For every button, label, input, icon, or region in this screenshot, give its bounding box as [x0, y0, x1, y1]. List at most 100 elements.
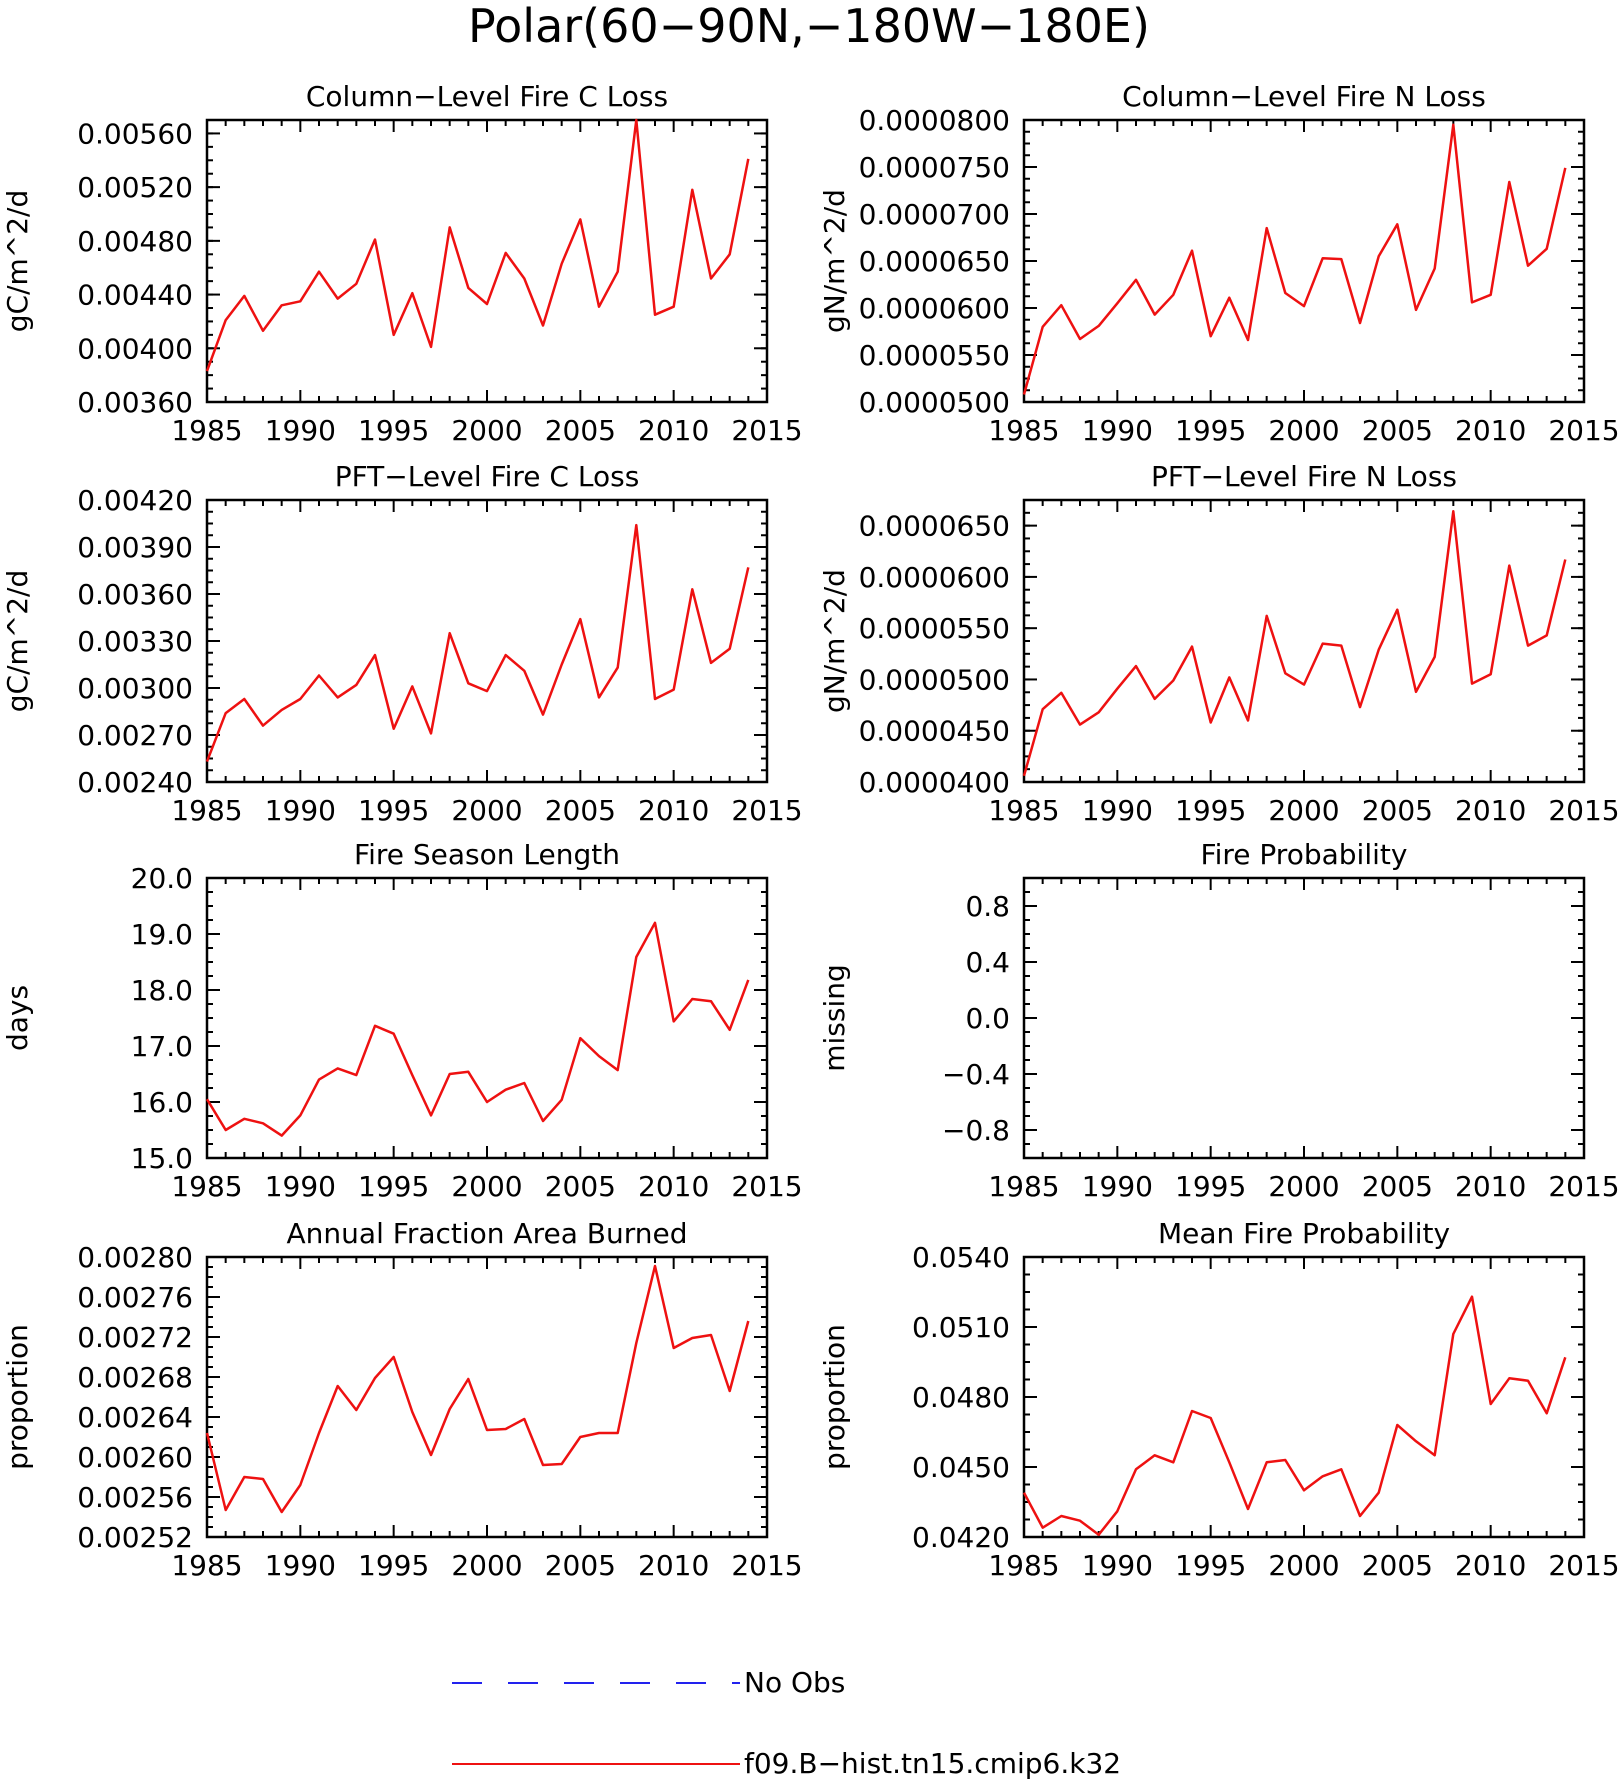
x-tick-label: 2000: [451, 1549, 522, 1582]
y-tick-label: 0.00268: [77, 1361, 193, 1394]
y-tick-label: 0.00272: [77, 1321, 193, 1354]
x-tick-label: 1985: [171, 1170, 242, 1203]
x-tick-label: 1985: [988, 414, 1059, 447]
y-tick-label: 0.00280: [77, 1241, 193, 1274]
plot-frame: [205, 1255, 769, 1539]
panel-title: Column−Level Fire C Loss: [306, 80, 668, 113]
x-tick-label: 2000: [451, 1170, 522, 1203]
panel-pft-level-fire-n-loss: PFT−Level Fire N Loss gN/m^2/d 1985 1990 199…: [818, 460, 1618, 827]
y-tick-label: 0.00420: [77, 484, 193, 517]
y-tick-label: 0.00560: [77, 117, 193, 150]
x-tick-label: 2015: [1548, 414, 1618, 447]
y-tick-label: 0.4: [965, 946, 1010, 979]
x-tick-label: 2005: [545, 1549, 616, 1582]
x-tick-label: 2005: [1362, 1549, 1433, 1582]
y-tick-label: 0.00480: [77, 225, 193, 258]
y-tick-label: 0.00400: [77, 332, 193, 365]
panel-title: Column−Level Fire N Loss: [1122, 80, 1486, 113]
x-tick-label: 2005: [1362, 1170, 1433, 1203]
x-tick-label: 2005: [545, 794, 616, 827]
x-tick-label: 1985: [988, 794, 1059, 827]
y-tick-label: 18.0: [131, 974, 193, 1007]
plot-frame: [1022, 498, 1586, 784]
y-tick-label: 0.0000700: [859, 198, 1010, 231]
y-tick-label: 0.0: [965, 1002, 1010, 1035]
series-line: [205, 118, 750, 372]
y-tick-label: 0.0000600: [859, 292, 1010, 325]
y-tick-label: 0.0480: [912, 1381, 1010, 1414]
series-line: [205, 1264, 750, 1514]
x-tick-label: 1995: [358, 1170, 429, 1203]
panel-column-level-fire-n-loss: Column−Level Fire N Loss gN/m^2/d 1985 1990…: [818, 80, 1618, 447]
x-tick-label: 1990: [1082, 1549, 1153, 1582]
x-tick-label: 2010: [1455, 794, 1526, 827]
x-tick-label: 2015: [1548, 794, 1618, 827]
x-tick-label: 1985: [171, 1549, 242, 1582]
x-tick-label: 1995: [358, 794, 429, 827]
x-tick-label: 2005: [1362, 414, 1433, 447]
x-tick-label: 1990: [265, 1170, 336, 1203]
x-tick-label: 2015: [731, 1549, 802, 1582]
panel-mean-fire-probability: Mean Fire Probability proportion 1985 1990 1…: [818, 1217, 1618, 1582]
x-tick-label: 2005: [545, 414, 616, 447]
y-axis-label: days: [1, 985, 34, 1051]
legend-model-label: f09.B−hist.tn15.cmip6.k32: [744, 1747, 1121, 1780]
y-tick-label: 19.0: [131, 918, 193, 951]
y-tick-label: −0.4: [942, 1058, 1010, 1091]
y-tick-label: 0.00390: [77, 531, 193, 564]
x-tick-label: 1985: [171, 414, 242, 447]
y-tick-label: 0.00276: [77, 1281, 193, 1314]
x-tick-label: 1990: [265, 414, 336, 447]
x-tick-label: 2000: [1268, 1170, 1339, 1203]
panel-title: Mean Fire Probability: [1158, 1217, 1450, 1250]
y-tick-label: 0.00252: [77, 1521, 193, 1554]
panel-title: Fire Probability: [1201, 838, 1408, 871]
y-tick-label: 0.0510: [912, 1311, 1010, 1344]
y-tick-label: 0.00360: [77, 386, 193, 419]
y-tick-label: 20.0: [131, 862, 193, 895]
x-tick-label: 1990: [265, 794, 336, 827]
legend-no-obs-label: No Obs: [744, 1666, 845, 1699]
y-axis-label: missing: [818, 964, 851, 1072]
plot-frame: [1022, 876, 1586, 1160]
panel-title: PFT−Level Fire N Loss: [1151, 460, 1457, 493]
panel-annual-fraction-area-burned: Annual Fraction Area Burned proportion 198…: [1, 1217, 803, 1582]
series-line: [205, 523, 750, 763]
panel-title: Fire Season Length: [354, 838, 620, 871]
figure-title: Polar(60−90N,−180W−180E): [468, 0, 1150, 53]
panel-title: Annual Fraction Area Burned: [287, 1217, 688, 1250]
y-tick-label: 0.0000550: [859, 612, 1010, 645]
x-tick-label: 2000: [451, 414, 522, 447]
x-tick-label: 1990: [1082, 794, 1153, 827]
x-tick-label: 2010: [638, 794, 709, 827]
y-tick-label: 0.00520: [77, 171, 193, 204]
x-tick-label: 2010: [1455, 1170, 1526, 1203]
y-axis-label: gC/m^2/d: [1, 570, 34, 713]
y-tick-label: 0.00270: [77, 719, 193, 752]
y-tick-label: −0.8: [942, 1114, 1010, 1147]
y-tick-label: 0.0000650: [859, 245, 1010, 278]
x-tick-label: 2010: [1455, 414, 1526, 447]
y-axis-label: gC/m^2/d: [1, 190, 34, 333]
x-tick-label: 1995: [1175, 794, 1246, 827]
x-tick-label: 2000: [1268, 794, 1339, 827]
y-axis-label: proportion: [1, 1324, 34, 1470]
series-line: [205, 921, 750, 1137]
y-tick-label: 0.0000550: [859, 339, 1010, 372]
x-tick-label: 1985: [988, 1170, 1059, 1203]
y-tick-label: 0.00360: [77, 578, 193, 611]
y-tick-label: 0.0000500: [859, 663, 1010, 696]
y-tick-label: 17.0: [131, 1030, 193, 1063]
y-tick-label: 0.0420: [912, 1521, 1010, 1554]
x-tick-label: 1995: [1175, 1170, 1246, 1203]
x-tick-label: 1985: [171, 794, 242, 827]
x-tick-label: 1995: [358, 414, 429, 447]
y-axis-label: proportion: [818, 1324, 851, 1470]
y-tick-label: 0.00240: [77, 766, 193, 799]
panel-pft-level-fire-c-loss: PFT−Level Fire C Loss gC/m^2/d 1985 1990 199…: [1, 460, 803, 827]
plot-frame: [205, 876, 769, 1160]
series-line: [1022, 510, 1567, 777]
y-tick-label: 0.0000400: [859, 766, 1010, 799]
y-tick-label: 16.0: [131, 1086, 193, 1119]
y-tick-label: 0.0000750: [859, 151, 1010, 184]
